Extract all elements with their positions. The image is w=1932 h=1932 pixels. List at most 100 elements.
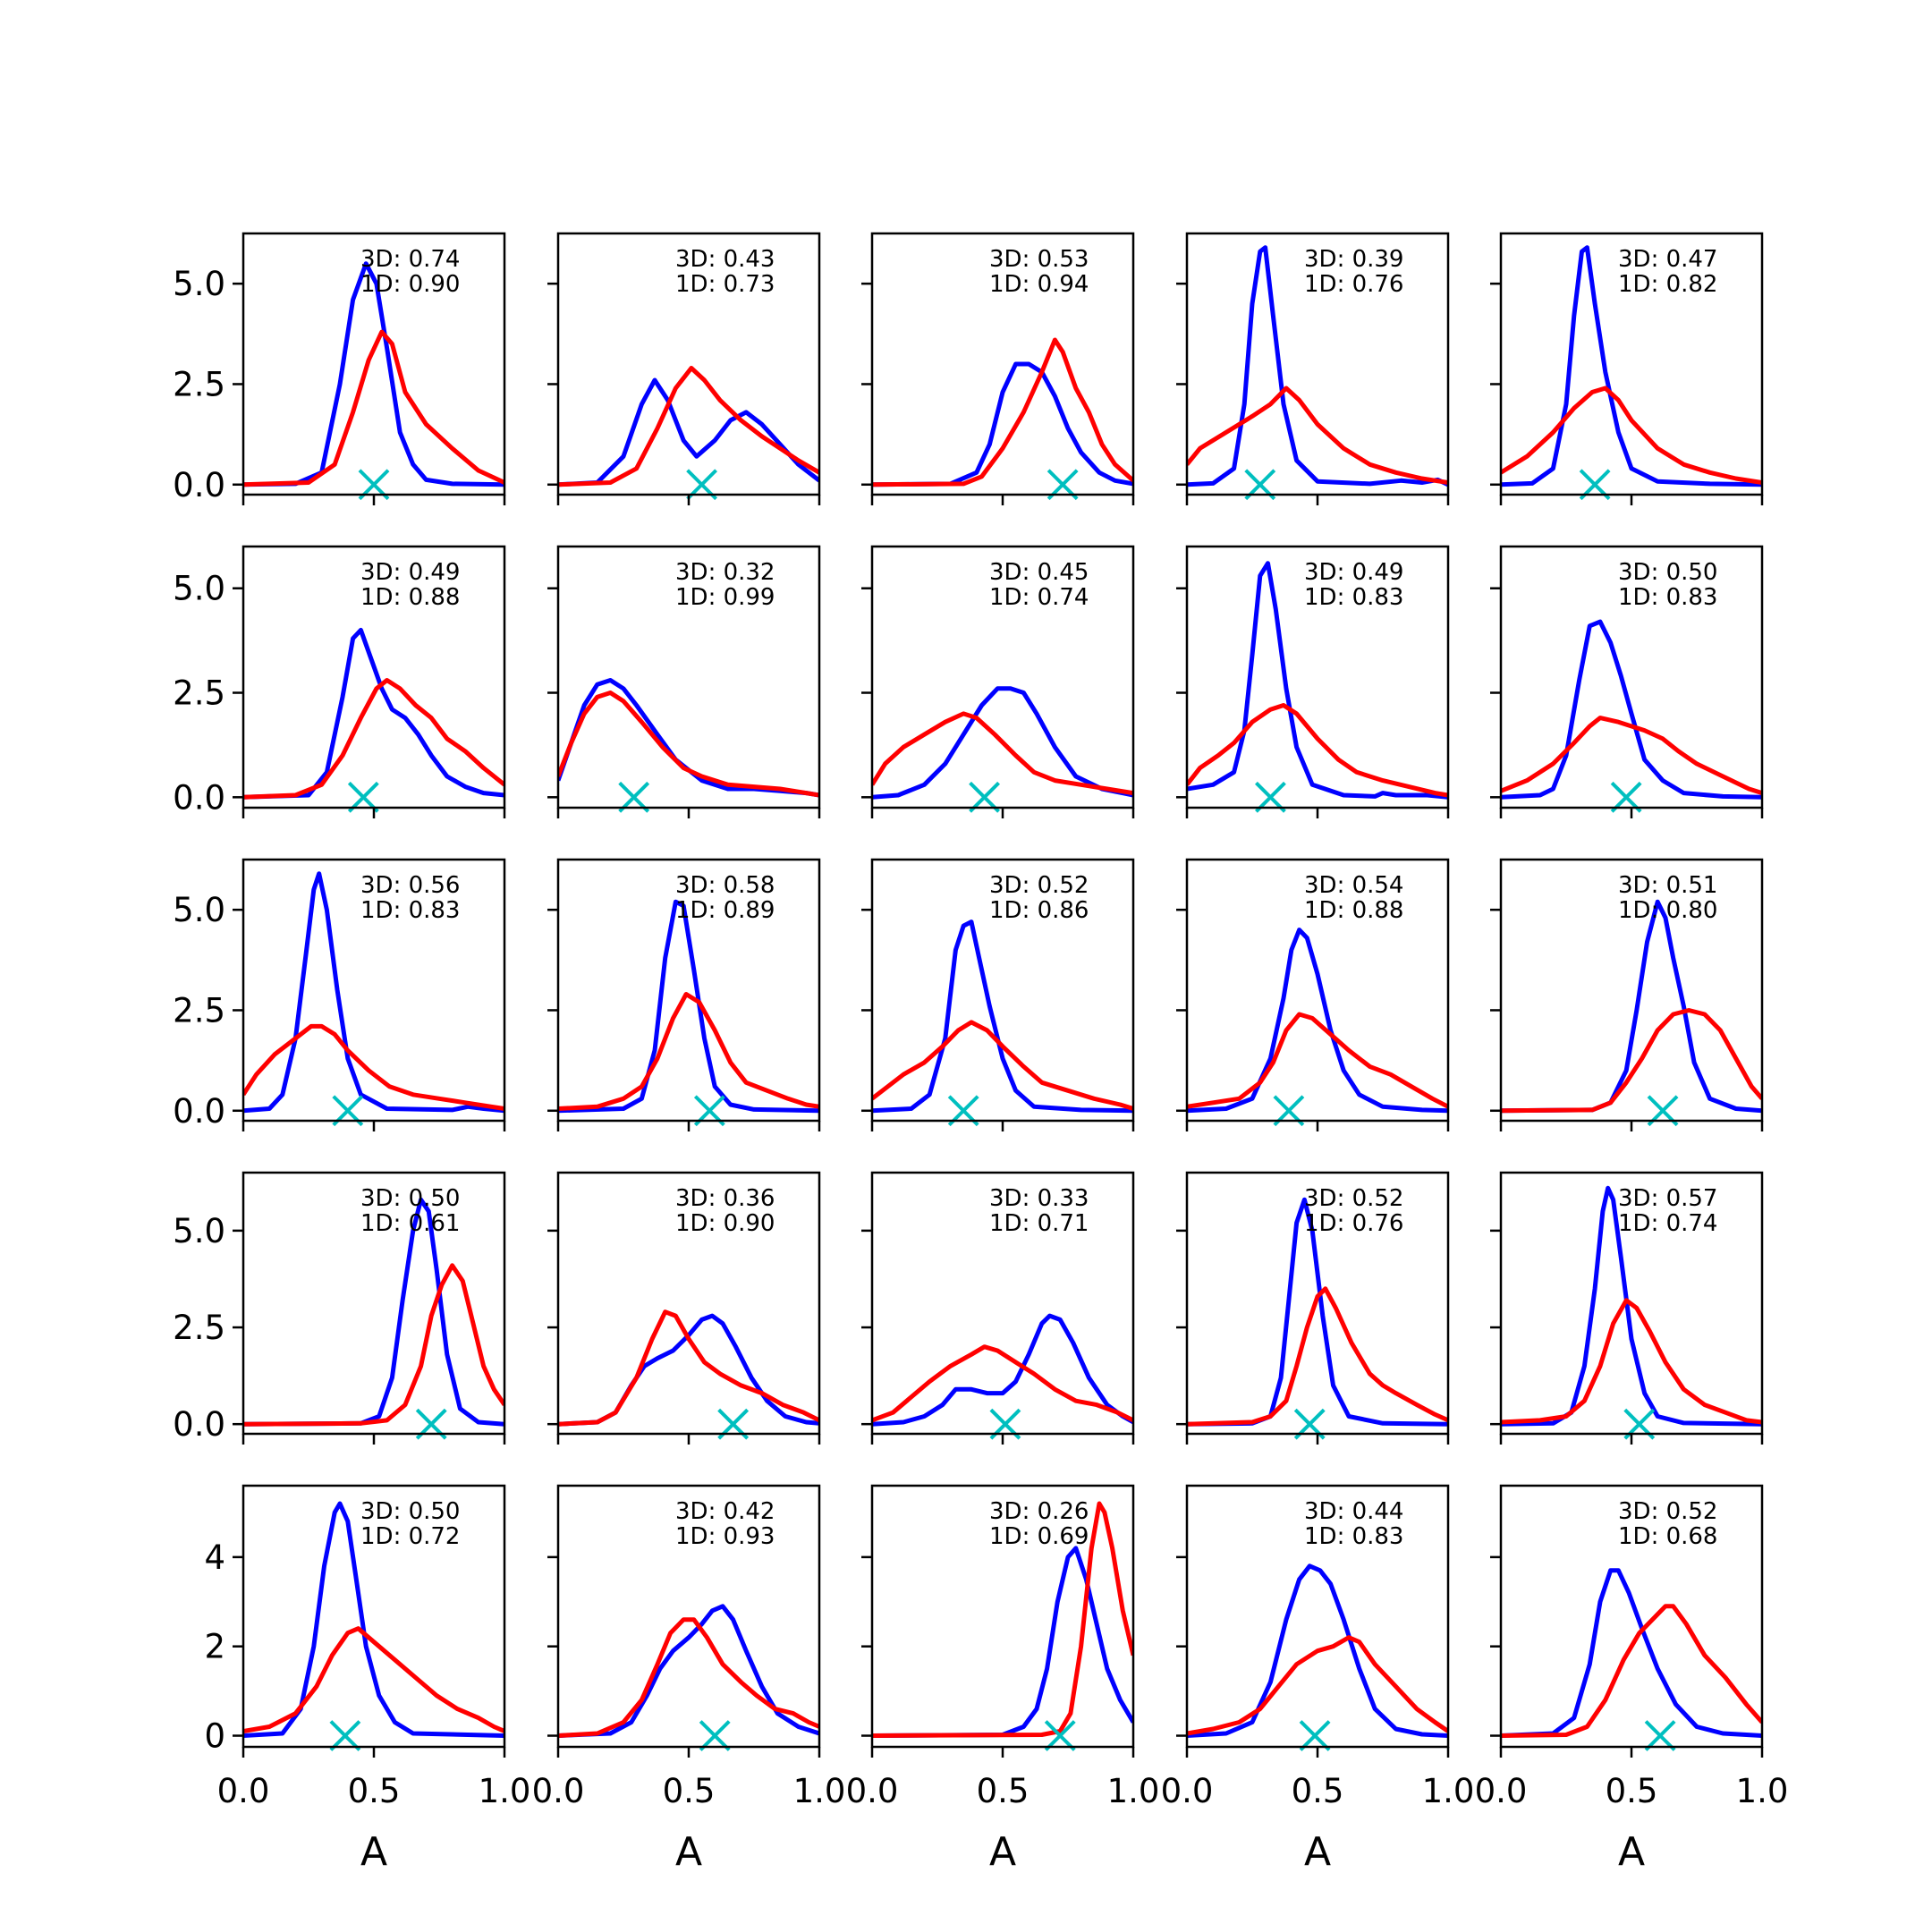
x-marker (1299, 1720, 1331, 1751)
blue-series-line (1187, 245, 1448, 487)
label-1d: 1D: 0.71 (989, 1210, 1089, 1237)
label-3d: 3D: 0.52 (989, 872, 1089, 899)
x-tick-label: 1.0 (1107, 1772, 1160, 1810)
y-tick-label: 0 (204, 1717, 225, 1756)
blue-series-line (872, 1313, 1133, 1427)
blue-series-line (243, 627, 504, 800)
label-1d: 1D: 0.74 (1618, 1210, 1717, 1237)
x-tick-label: 0.0 (1475, 1772, 1528, 1810)
x-tick-label: 1.0 (1736, 1772, 1789, 1810)
red-series-line (872, 711, 1133, 796)
label-1d: 1D: 0.90 (675, 1210, 775, 1237)
y-tick-label: 5.0 (173, 265, 225, 303)
label-1d: 1D: 0.83 (1304, 1523, 1403, 1550)
blue-series-line (243, 1501, 504, 1738)
x-tick-label: 0.5 (1606, 1772, 1658, 1810)
label-3d: 3D: 0.47 (1618, 246, 1717, 273)
blue-series-line (243, 871, 504, 1114)
blue-series-line (1501, 1568, 1762, 1738)
y-tick-label: 0.0 (173, 1405, 225, 1444)
blue-series-line (872, 1546, 1133, 1738)
y-tick-label: 2.5 (173, 674, 225, 713)
red-series-line (1501, 386, 1762, 485)
label-3d: 3D: 0.54 (1304, 872, 1403, 899)
label-1d: 1D: 0.74 (989, 584, 1089, 611)
red-series-line (558, 366, 819, 487)
blue-series-line (872, 686, 1133, 800)
label-3d: 3D: 0.50 (360, 1185, 460, 1212)
red-series-line (558, 691, 819, 798)
y-tick-label: 2.5 (173, 991, 225, 1030)
label-3d: 3D: 0.26 (989, 1498, 1089, 1525)
blue-series-line (872, 919, 1133, 1114)
red-series-line (872, 1501, 1133, 1738)
label-3d: 3D: 0.74 (360, 246, 460, 273)
red-series-line (1187, 1012, 1448, 1109)
blue-series-line (1501, 1185, 1762, 1427)
x-tick-label: 0.5 (348, 1772, 401, 1810)
y-tick-label: 0.0 (173, 778, 225, 817)
x-marker (1044, 1720, 1076, 1751)
label-1d: 1D: 0.94 (989, 271, 1089, 298)
x-tick-label: 0.5 (663, 1772, 716, 1810)
y-tick-label: 0.0 (173, 1092, 225, 1131)
red-series-line (872, 1020, 1133, 1111)
x-axis-label: A (360, 1829, 387, 1875)
red-series-line (1187, 386, 1448, 485)
blue-series-line (558, 1604, 819, 1738)
label-1d: 1D: 0.86 (989, 897, 1089, 924)
label-3d: 3D: 0.36 (675, 1185, 775, 1212)
x-tick-label: 1.0 (479, 1772, 531, 1810)
x-axis-label: A (1304, 1829, 1331, 1875)
x-tick-label: 1.0 (1422, 1772, 1475, 1810)
label-3d: 3D: 0.52 (1618, 1498, 1717, 1525)
label-3d: 3D: 0.43 (675, 246, 775, 273)
red-series-line (872, 337, 1133, 487)
label-3d: 3D: 0.45 (989, 559, 1089, 586)
label-1d: 1D: 0.89 (675, 897, 775, 924)
red-series-line (558, 1309, 819, 1427)
label-1d: 1D: 0.99 (675, 584, 775, 611)
red-series-line (243, 1023, 504, 1111)
x-tick-label: 1.0 (793, 1772, 846, 1810)
red-series-line (1501, 1008, 1762, 1114)
blue-series-line (1501, 245, 1762, 487)
x-tick-label: 0.0 (532, 1772, 585, 1810)
blue-series-line (558, 899, 819, 1114)
blue-series-line (1501, 899, 1762, 1114)
x-tick-label: 0.0 (1161, 1772, 1214, 1810)
y-tick-label: 4 (204, 1538, 225, 1577)
red-series-line (243, 1626, 504, 1733)
y-tick-label: 0.0 (173, 466, 225, 504)
label-3d: 3D: 0.50 (360, 1498, 460, 1525)
red-series-line (1501, 1298, 1762, 1425)
label-3d: 3D: 0.32 (675, 559, 775, 586)
label-3d: 3D: 0.33 (989, 1185, 1089, 1212)
blue-series-line (558, 1313, 819, 1427)
red-series-line (1187, 1635, 1448, 1736)
y-tick-label: 2.5 (173, 1309, 225, 1347)
red-series-line (872, 1344, 1133, 1423)
label-3d: 3D: 0.50 (1618, 559, 1717, 586)
blue-series-line (872, 361, 1133, 487)
label-1d: 1D: 0.61 (360, 1210, 460, 1237)
label-3d: 3D: 0.57 (1618, 1185, 1717, 1212)
label-3d: 3D: 0.49 (360, 559, 460, 586)
label-3d: 3D: 0.58 (675, 872, 775, 899)
label-3d: 3D: 0.53 (989, 246, 1089, 273)
